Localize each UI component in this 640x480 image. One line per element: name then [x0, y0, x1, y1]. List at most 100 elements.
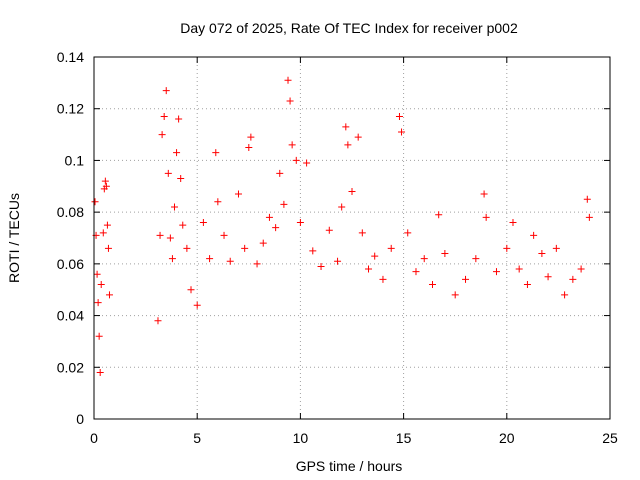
data-point [288, 141, 296, 149]
data-point [325, 226, 333, 234]
data-point [286, 97, 294, 105]
data-point [451, 291, 459, 299]
grid [94, 57, 610, 419]
data-point [156, 231, 164, 239]
data-point [226, 257, 234, 265]
data-point [309, 247, 317, 255]
data-point [561, 291, 569, 299]
data-point [245, 144, 253, 151]
data-point [395, 112, 403, 120]
data-point [177, 175, 185, 183]
data-point [166, 234, 174, 242]
data-point [91, 198, 99, 206]
data-point [583, 195, 591, 203]
y-tick-label: 0.12 [57, 101, 84, 117]
data-point [365, 265, 373, 273]
data-point [154, 317, 162, 325]
data-point [544, 273, 552, 281]
y-tick-label: 0.1 [65, 152, 85, 168]
data-point [284, 76, 292, 84]
data-point [272, 224, 280, 232]
x-tick-label: 15 [396, 430, 412, 446]
data-point [552, 244, 560, 252]
data-point [404, 229, 412, 237]
y-tick-label: 0.06 [57, 256, 84, 272]
data-point [94, 299, 102, 307]
y-tick-label: 0.04 [57, 308, 84, 324]
data-point [577, 265, 585, 273]
data-point [342, 123, 350, 131]
data-point [428, 281, 436, 289]
data-point [253, 260, 261, 268]
data-point [93, 270, 101, 278]
data-point [212, 149, 220, 157]
data-point [259, 239, 267, 247]
x-axis-label: GPS time / hours [296, 458, 403, 474]
data-point [170, 203, 178, 211]
y-axis-label: ROTI / TECUs [6, 193, 22, 283]
data-point [480, 190, 488, 198]
data-point [96, 368, 104, 376]
data-point [241, 244, 249, 252]
data-point [358, 229, 366, 237]
data-points [91, 76, 593, 376]
data-point [199, 218, 207, 226]
data-point [99, 229, 107, 237]
x-tick-label: 5 [193, 430, 201, 446]
data-point [412, 268, 420, 276]
data-point [509, 218, 517, 226]
y-tick-label: 0.02 [57, 359, 84, 375]
x-tick-label: 25 [602, 430, 618, 446]
data-point [104, 244, 112, 252]
data-point [530, 231, 538, 239]
data-point [585, 213, 593, 221]
data-point [187, 286, 195, 294]
data-point [162, 87, 170, 95]
x-tick-label: 0 [90, 430, 98, 446]
data-point [105, 291, 113, 299]
data-point [515, 265, 523, 273]
data-point [168, 255, 176, 263]
data-point [193, 301, 201, 309]
data-point [179, 221, 187, 229]
data-point [158, 131, 166, 139]
data-point [371, 252, 379, 260]
data-point [538, 250, 546, 258]
data-point [292, 156, 300, 164]
data-point [175, 115, 183, 123]
data-point [276, 169, 284, 177]
axis-ticks: 0 5 10 15 20 25 0 0.02 0.04 0.06 0.08 0.1 0.12 0.14 [57, 49, 618, 446]
data-point [482, 213, 490, 221]
data-point [523, 281, 531, 289]
data-point [214, 198, 222, 206]
data-point [472, 255, 480, 263]
data-point [338, 203, 346, 211]
data-point [103, 221, 111, 229]
data-point [247, 133, 255, 141]
x-tick-label: 10 [293, 430, 309, 446]
data-point [348, 187, 356, 195]
data-point [280, 200, 288, 208]
data-point [265, 213, 273, 221]
data-point [234, 190, 242, 198]
data-point [220, 231, 228, 239]
data-point [379, 275, 387, 283]
y-tick-label: 0.08 [57, 204, 84, 220]
x-tick-label: 20 [499, 430, 515, 446]
data-point [569, 275, 577, 283]
data-point [164, 169, 172, 177]
data-point [317, 262, 325, 270]
y-tick-label: 0.14 [57, 49, 84, 65]
data-point [206, 255, 214, 263]
data-point [334, 257, 342, 265]
data-point [462, 275, 470, 283]
data-point [95, 332, 103, 340]
data-point [420, 255, 428, 263]
data-point [183, 244, 191, 252]
data-point [160, 112, 168, 120]
y-tick-label: 0 [76, 411, 84, 427]
data-point [354, 133, 362, 141]
data-point [387, 244, 395, 252]
chart-title: Day 072 of 2025, Rate Of TEC Index for r… [180, 20, 518, 36]
